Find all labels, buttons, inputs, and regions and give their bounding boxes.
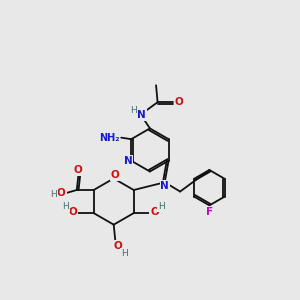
Text: O: O	[111, 170, 120, 180]
Text: O: O	[57, 188, 66, 198]
Text: O: O	[150, 207, 159, 217]
Text: H: H	[130, 106, 137, 115]
Text: F: F	[206, 207, 213, 217]
Text: N: N	[137, 110, 146, 120]
Text: O: O	[114, 241, 123, 251]
Text: H: H	[50, 190, 57, 199]
Text: H: H	[121, 249, 128, 258]
Text: N: N	[160, 181, 169, 191]
Text: NH₂: NH₂	[99, 133, 120, 142]
Text: N: N	[124, 156, 133, 166]
Text: H: H	[158, 202, 165, 211]
Text: H: H	[63, 202, 69, 211]
Text: O: O	[74, 165, 83, 175]
Text: O: O	[68, 207, 77, 217]
Text: O: O	[175, 97, 184, 107]
